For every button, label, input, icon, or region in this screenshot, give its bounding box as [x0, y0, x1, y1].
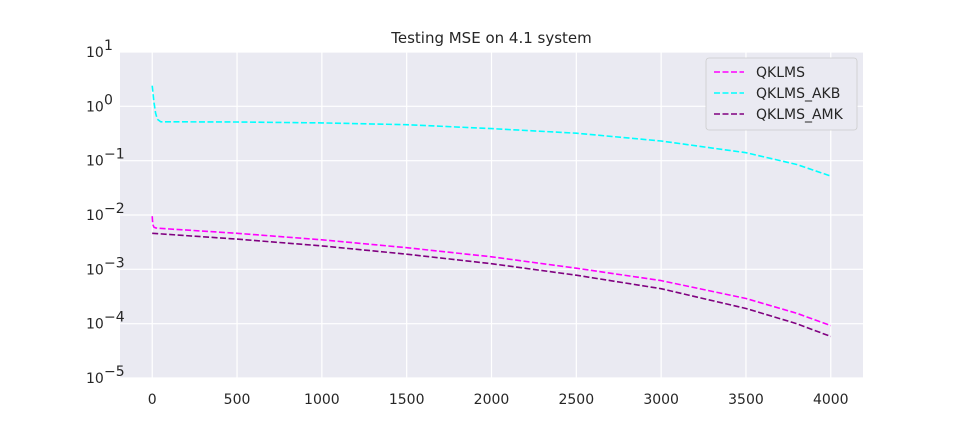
legend-item: QKLMS_AMK — [714, 107, 844, 123]
y-tick-label: 10 −5 — [86, 364, 125, 387]
legend-item: QKLMS_AKB — [714, 86, 840, 102]
legend-label: QKLMS — [756, 65, 805, 81]
y-tick-exponent: −4 — [104, 310, 125, 326]
series-line-qklms-amk — [152, 232, 832, 338]
y-tick-exponent: −1 — [104, 147, 125, 163]
x-tick-label: 4000 — [813, 392, 849, 408]
y-tick-exponent: 0 — [104, 92, 113, 108]
y-tick-label: 10 1 — [86, 38, 113, 61]
y-tick-base: 10 — [86, 208, 104, 224]
y-tick-base: 10 — [86, 99, 104, 115]
legend-item: QKLMS — [714, 65, 805, 81]
y-tick-base: 10 — [86, 317, 104, 333]
chart-title: Testing MSE on 4.1 system — [390, 29, 592, 47]
y-tick-exponent: −5 — [104, 364, 125, 380]
x-tick-label: 1000 — [304, 392, 340, 408]
y-tick-label: 10 −2 — [86, 201, 125, 224]
y-tick-label: 10 0 — [86, 92, 113, 115]
y-tick-exponent: 1 — [104, 38, 113, 54]
x-tick-label: 3000 — [643, 392, 679, 408]
legend-label: QKLMS_AMK — [756, 107, 844, 123]
x-axis-ticks: 0 500 1000 1500 2000 2500 3000 3500 4000 — [148, 392, 849, 408]
x-tick-label: 0 — [148, 392, 157, 408]
x-tick-label: 3500 — [728, 392, 764, 408]
x-tick-label: 2000 — [474, 392, 510, 408]
series-line-qklms-akb — [151, 85, 832, 177]
legend-label: QKLMS_AKB — [756, 86, 840, 102]
legend: QKLMS QKLMS_AKB QKLMS_AMK — [705, 57, 858, 131]
series-lines — [151, 85, 832, 338]
y-tick-exponent: −2 — [104, 201, 125, 217]
y-tick-label: 10 −3 — [86, 255, 125, 278]
y-tick-label: 10 −4 — [86, 310, 125, 333]
x-tick-label: 2500 — [558, 392, 594, 408]
y-tick-base: 10 — [86, 45, 104, 61]
y-tick-exponent: −3 — [104, 255, 125, 271]
legend-box — [705, 57, 858, 131]
y-tick-base: 10 — [86, 371, 104, 387]
y-tick-base: 10 — [86, 262, 104, 278]
y-tick-label: 10 −1 — [86, 147, 125, 170]
x-tick-label: 1500 — [389, 392, 425, 408]
y-tick-base: 10 — [86, 154, 104, 170]
x-tick-label: 500 — [224, 392, 251, 408]
series-line-qklms — [151, 216, 832, 327]
